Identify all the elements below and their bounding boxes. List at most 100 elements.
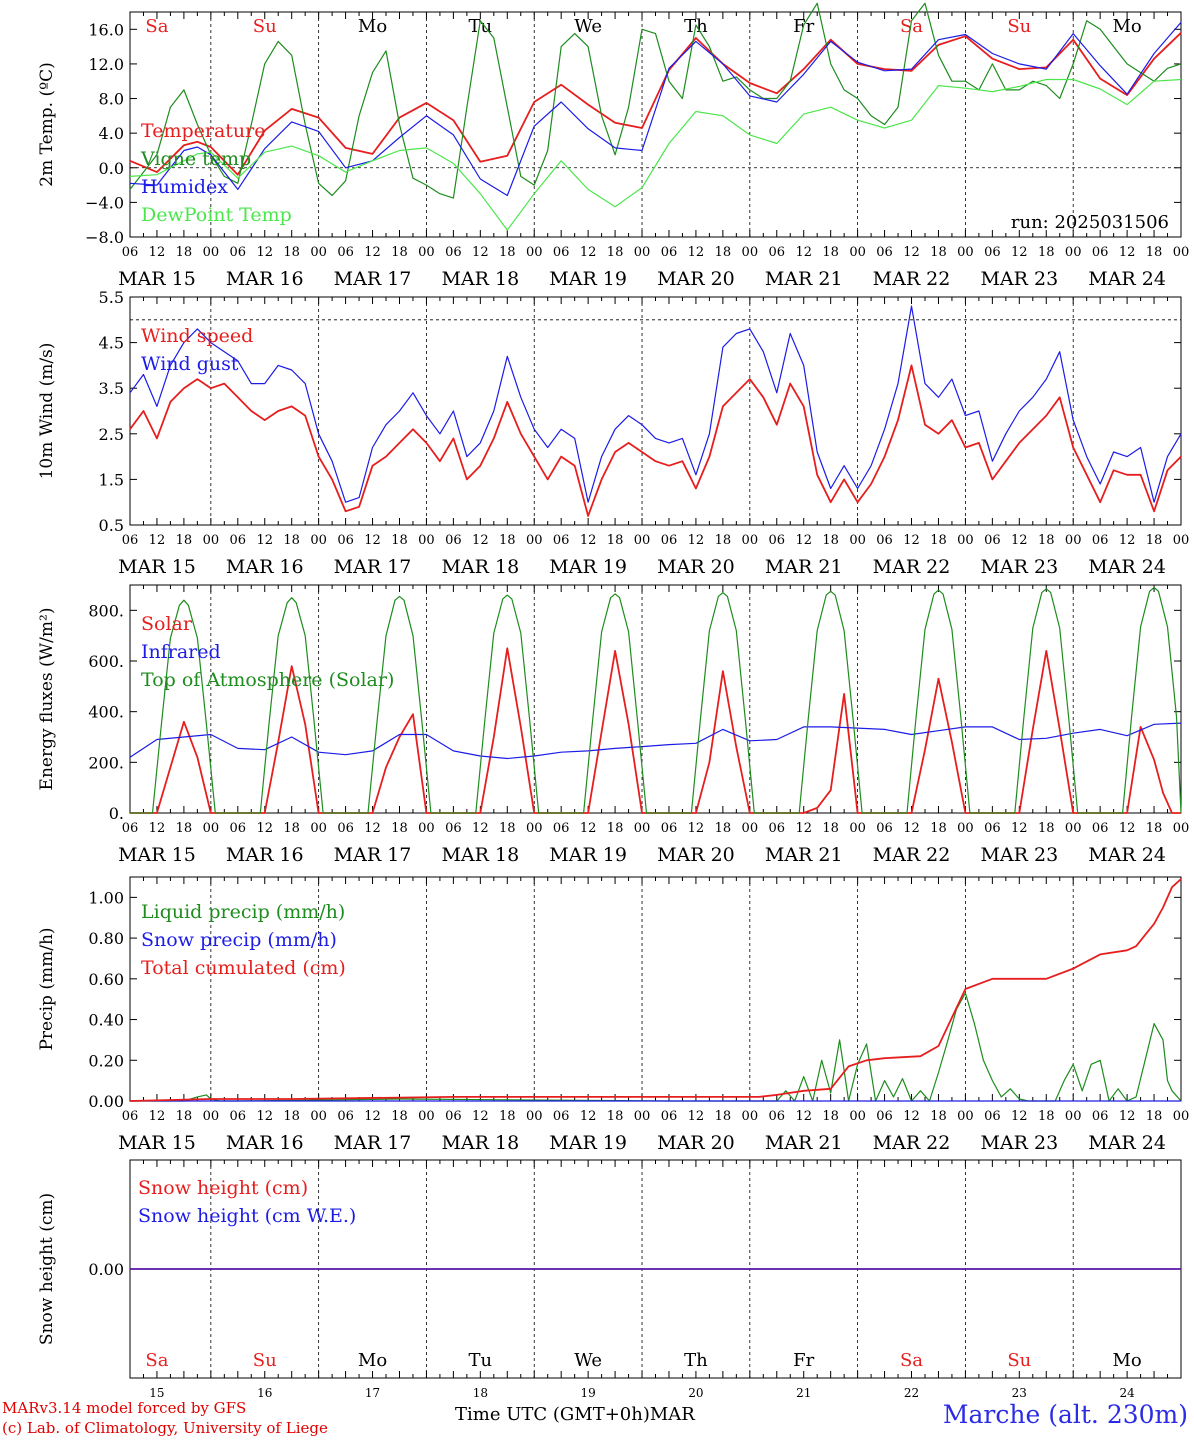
hour-tick-label: 06 — [1092, 1109, 1109, 1124]
hour-tick-label: 06 — [876, 533, 893, 548]
plot-frame — [129, 584, 1182, 814]
day-name-label: Mo — [1112, 16, 1141, 37]
series-line-top-of-atmosphere-solar — [130, 586, 1182, 814]
hour-tick-label: 18 — [930, 533, 947, 548]
hour-tick-label: 12 — [795, 245, 812, 260]
hour-tick-label: 00 — [310, 1109, 327, 1124]
hour-tick-label: 12 — [688, 821, 705, 836]
hour-tick-label: 00 — [957, 1109, 974, 1124]
hour-tick-label: 12 — [688, 1109, 705, 1124]
date-label: MAR 20 — [657, 268, 735, 290]
day-name-label: Th — [684, 1350, 708, 1371]
hour-tick-label: 00 — [418, 245, 435, 260]
y-tick-label: 8.0 — [99, 90, 124, 109]
date-label: MAR 23 — [980, 268, 1058, 290]
hour-tick-label: 06 — [445, 533, 462, 548]
hour-tick-label: 18 — [499, 1109, 516, 1124]
hour-tick-label: 00 — [634, 245, 651, 260]
hour-tick-label: 12 — [256, 533, 273, 548]
hour-tick-label: 18 — [391, 821, 408, 836]
legend-label: DewPoint Temp — [141, 204, 292, 226]
hour-tick-label: 00 — [203, 245, 220, 260]
x-axis-title: Time UTC (GMT+0h)MAR — [455, 1404, 695, 1425]
y-axis-label: Energy fluxes (W/m²) — [37, 608, 57, 791]
day-name-label: Su — [1007, 1350, 1031, 1371]
date-label: MAR 21 — [765, 844, 843, 866]
legend-label: Vigne temp — [140, 148, 251, 170]
hour-tick-label: 00 — [1065, 821, 1082, 836]
legend-label: Snow height (cm W.E.) — [138, 1205, 356, 1227]
hour-tick-label: 00 — [1065, 533, 1082, 548]
hour-tick-label: 18 — [715, 821, 732, 836]
hour-tick-label: 12 — [256, 245, 273, 260]
y-tick-label: 0.40 — [88, 1011, 124, 1030]
hour-tick-label: 18 — [822, 245, 839, 260]
date-label: MAR 20 — [657, 844, 735, 866]
hour-tick-label: 12 — [364, 245, 381, 260]
hour-tick-label: 12 — [795, 1109, 812, 1124]
hour-tick-label: 12 — [688, 533, 705, 548]
day-number-label: 21 — [796, 1386, 811, 1400]
hour-tick-label: 00 — [849, 245, 866, 260]
legend-label: Wind gust — [141, 353, 239, 375]
chart-panel-3: 0. 200. 400. 600. 800. Energy fluxes (W/m²) 06… — [37, 584, 1189, 866]
date-label: MAR 24 — [1088, 1132, 1166, 1154]
day-number-label: 16 — [257, 1386, 272, 1400]
date-label: MAR 16 — [226, 844, 304, 866]
hour-tick-label: 00 — [634, 1109, 651, 1124]
day-number-label: 24 — [1119, 1386, 1135, 1400]
hour-tick-label: 12 — [580, 821, 597, 836]
day-number-label: 22 — [904, 1386, 919, 1400]
hour-tick-label: 00 — [634, 533, 651, 548]
hour-tick-label: 06 — [984, 1109, 1001, 1124]
hour-tick-label: 06 — [984, 533, 1001, 548]
hour-tick-label: 06 — [122, 245, 139, 260]
hour-tick-label: 18 — [1038, 245, 1055, 260]
legend-label: Infrared — [141, 641, 221, 663]
hour-tick-label: 06 — [445, 245, 462, 260]
y-tick-label: 2.5 — [99, 425, 124, 444]
day-number-label: 17 — [365, 1386, 380, 1400]
y-tick-label: 200. — [88, 753, 124, 772]
date-label: MAR 17 — [334, 268, 412, 290]
hour-tick-label: 00 — [849, 821, 866, 836]
hour-tick-label: 18 — [1146, 821, 1163, 836]
hour-tick-label: 18 — [499, 533, 516, 548]
hour-tick-label: 00 — [634, 821, 651, 836]
hour-tick-label: 12 — [903, 245, 920, 260]
hour-tick-label: 18 — [283, 533, 300, 548]
hour-tick-label: 12 — [1011, 1109, 1028, 1124]
hour-tick-label: 18 — [283, 821, 300, 836]
hour-tick-label: 12 — [688, 245, 705, 260]
hour-tick-label: 00 — [310, 533, 327, 548]
day-name-label: Tu — [469, 1350, 493, 1371]
hour-tick-label: 18 — [176, 533, 193, 548]
hour-tick-label: 06 — [984, 245, 1001, 260]
hour-tick-label: 12 — [1119, 821, 1136, 836]
hour-tick-label: 18 — [715, 1109, 732, 1124]
hour-tick-label: 12 — [1011, 821, 1028, 836]
x-axis-label: Time UTC (GMT+0h) — [455, 1404, 650, 1425]
hour-tick-label: 00 — [849, 1109, 866, 1124]
hour-tick-label: 06 — [337, 821, 354, 836]
day-name-label: Sa — [145, 1350, 168, 1371]
hour-tick-label: 00 — [203, 1109, 220, 1124]
legend-label: Liquid precip (mm/h) — [141, 901, 345, 923]
hour-tick-label: 12 — [795, 821, 812, 836]
hour-tick-label: 12 — [903, 821, 920, 836]
legend-label: Top of Atmosphere (Solar) — [141, 669, 394, 691]
hour-tick-label: 00 — [203, 533, 220, 548]
hour-tick-label: 12 — [472, 245, 489, 260]
y-tick-label: 0.5 — [99, 516, 124, 535]
hour-tick-label: 06 — [337, 245, 354, 260]
hour-tick-label: 06 — [661, 1109, 678, 1124]
hour-tick-label: 06 — [661, 821, 678, 836]
hour-tick-label: 18 — [176, 245, 193, 260]
hour-tick-label: 18 — [1038, 533, 1055, 548]
series-line-infrared — [129, 722, 1182, 760]
hour-tick-label: 06 — [876, 245, 893, 260]
date-label: MAR 16 — [226, 1132, 304, 1154]
hour-tick-label: 12 — [580, 245, 597, 260]
chart-panel-4: 0.00 0.20 0.40 0.60 0.80 1.00 Precip (mm/h) 06 1… — [37, 876, 1189, 1154]
run-label: run: 2025031506 — [1011, 212, 1169, 233]
